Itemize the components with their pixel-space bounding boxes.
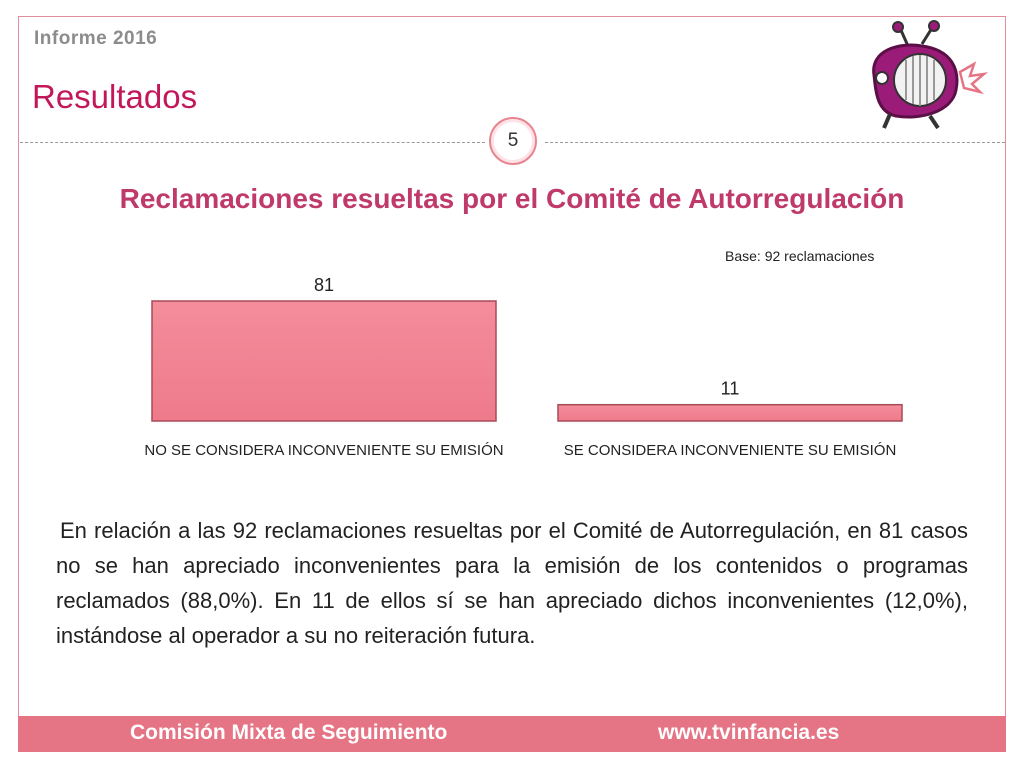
chart-title: Reclamaciones resueltas por el Comité de… (119, 183, 905, 214)
data-label-2: 11 (721, 379, 740, 399)
page-number: 5 (489, 117, 537, 165)
footer-website[interactable]: www.tvinfancia.es (658, 721, 840, 744)
category-label-1: NO SE CONSIDERA INCONVENIENTE SU EMISIÓN (144, 442, 503, 459)
divider-right (545, 142, 1005, 143)
divider-left (20, 142, 485, 143)
chart-subtitle: Base: 92 reclamaciones (725, 248, 875, 264)
footer-organization: Comisión Mixta de Seguimiento (130, 721, 448, 744)
section-title: Resultados (32, 78, 198, 115)
report-label: Informe 2016 (34, 28, 158, 49)
bar-1 (151, 300, 497, 422)
bar-2 (557, 403, 903, 422)
body-paragraph: En relación a las 92 reclamaciones resue… (56, 518, 968, 648)
category-label-2: SE CONSIDERA INCONVENIENTE SU EMISIÓN (564, 442, 897, 459)
data-label-1: 81 (314, 275, 334, 295)
footer-bar: Comisión Mixta de Seguimiento www.tvinfa… (18, 716, 1006, 752)
tv-character-icon (872, 20, 989, 130)
